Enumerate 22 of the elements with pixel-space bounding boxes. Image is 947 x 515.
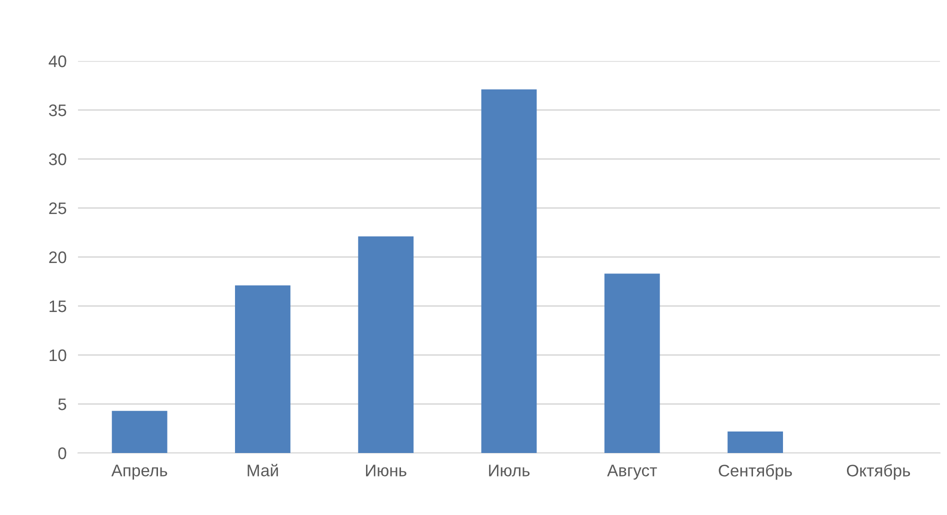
y-tick-label: 35	[48, 104, 66, 116]
bar	[235, 285, 290, 453]
y-tick-label: 15	[50, 300, 66, 312]
y-tick-label: 20	[49, 251, 66, 264]
bar	[358, 236, 414, 453]
y-tick-label: 10	[50, 349, 66, 362]
y-tick-label: 0	[58, 447, 66, 460]
y-tick-label: 5	[58, 398, 66, 410]
x-tick-label: Июль	[489, 464, 530, 476]
x-tick-label: Август	[607, 464, 657, 480]
bar	[112, 410, 168, 453]
y-tick-label: 30	[48, 153, 66, 166]
bar	[604, 274, 660, 453]
y-tick-label: 25	[49, 202, 66, 214]
y-tick-label: 40	[48, 55, 66, 68]
x-tick-label: Октябрь	[846, 464, 910, 480]
bar	[728, 431, 783, 453]
x-tick-label: Апрель	[111, 464, 168, 480]
x-tick-label: Июнь	[366, 464, 406, 476]
x-tick-label: Сентябрь	[718, 464, 792, 480]
bar	[481, 89, 537, 453]
x-tick-label: Май	[248, 464, 278, 476]
